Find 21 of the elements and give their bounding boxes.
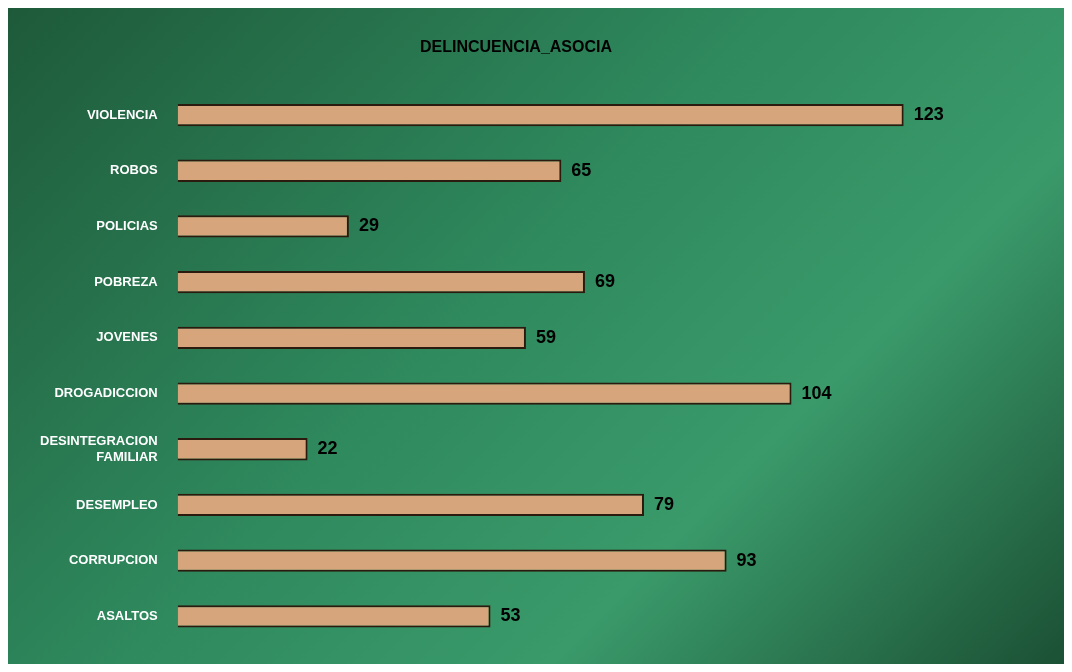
data-label: 123: [913, 104, 944, 125]
chart-title: DELINCUENCIA_ASOCIA: [419, 38, 613, 56]
y-tick-label: POLICIAS: [96, 218, 159, 234]
data-label: 93: [736, 549, 757, 570]
y-tick-label: ROBOS: [110, 162, 159, 178]
data-label: 79: [653, 493, 675, 514]
data-label: 29: [358, 215, 379, 236]
data-label: 59: [535, 326, 556, 347]
y-tick-label: POBREZA: [94, 273, 159, 289]
y-tick-label: CORRUPCION: [68, 552, 158, 568]
y-tick-label: DESEMPLEO: [76, 496, 158, 512]
y-tick-label: ASALTOS: [96, 607, 159, 623]
data-label: 53: [500, 605, 521, 626]
y-tick-label: DESINTEGRACION FAMILIAR: [40, 433, 159, 464]
data-label: 69: [594, 271, 615, 292]
data-label: 65: [571, 159, 592, 180]
y-tick-label: DROGADICCION: [54, 385, 158, 401]
data-label: 22: [317, 438, 338, 459]
data-label: 104: [801, 382, 832, 403]
y-tick-label: JOVENES: [96, 329, 159, 345]
y-tick-label: VIOLENCIA: [86, 106, 159, 122]
